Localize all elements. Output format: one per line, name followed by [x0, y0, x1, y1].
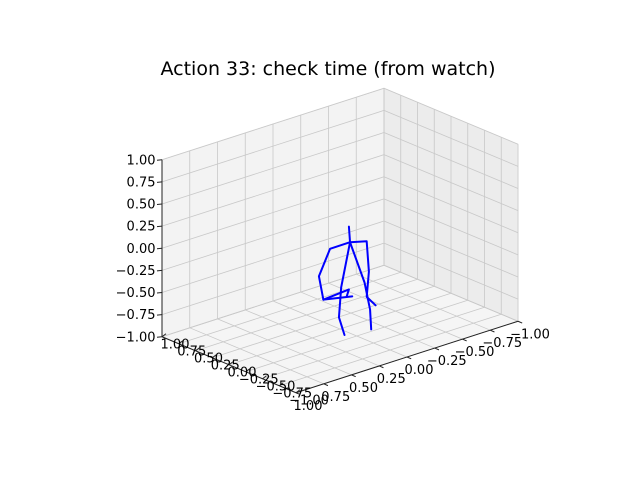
- x-tick-mark: [295, 392, 301, 396]
- grid-x-floor: [189, 327, 324, 385]
- y-tick-mark: [262, 375, 267, 380]
- y-tick-mark: [295, 389, 301, 394]
- skeleton-bone: [317, 241, 352, 301]
- z-tick-mark: [156, 225, 163, 228]
- x-tick-label: 0.00: [405, 363, 434, 378]
- x-tick-label: 1.00: [294, 399, 323, 414]
- z-tick-mark: [156, 159, 163, 161]
- z-tick-mark: [156, 292, 163, 294]
- z-tick-mark: [156, 247, 163, 250]
- skeleton-bone: [322, 295, 354, 301]
- x-tick-mark: [406, 356, 412, 360]
- x-tick-label: 0.75: [321, 390, 350, 405]
- y-tick-mark: [245, 368, 251, 373]
- z-tick-label: 0.25: [127, 220, 156, 235]
- z-tick-mark: [156, 269, 163, 272]
- y-tick-label: −0.25: [239, 372, 279, 387]
- grid-z-back-wall: [161, 154, 385, 227]
- x-tick-mark: [379, 365, 384, 369]
- chart-title: Action 33: check time (from watch): [160, 58, 496, 80]
- grid-z-back-wall: [161, 87, 385, 161]
- z-tick-label: 0.50: [127, 198, 156, 213]
- y-tick-label: 1.00: [161, 337, 190, 352]
- grid-x-floor: [217, 318, 352, 376]
- y-tick-label: −0.50: [256, 379, 296, 394]
- grid-z-side-wall: [383, 154, 519, 211]
- x-tick-mark: [323, 383, 329, 387]
- grid-z-side-wall: [383, 132, 519, 189]
- x-tick-label: 0.50: [349, 381, 378, 396]
- z-tick-mark: [156, 203, 163, 205]
- grid-y-floor: [195, 278, 418, 352]
- y-tick-label: −0.75: [272, 386, 312, 401]
- y-tick-mark: [161, 333, 167, 338]
- z-tick-label: 1.00: [127, 153, 156, 168]
- axes-ticks: −1.00−1.00−1.00 −0.75−0.75−0.75−0.50−0.50…: [116, 153, 550, 414]
- x-tick-label: −0.25: [427, 354, 467, 369]
- grid-z-back-wall: [161, 109, 385, 183]
- skeleton-bone: [347, 225, 352, 244]
- x-tick-mark: [434, 347, 440, 351]
- y-tick-label: 0.75: [177, 344, 206, 359]
- y-tick-mark: [278, 382, 284, 387]
- y-tick-mark: [211, 354, 217, 359]
- grid-y-floor: [228, 292, 452, 366]
- y-tick-mark: [195, 347, 200, 352]
- x-tick-label: 0.25: [377, 372, 406, 387]
- z-tick-label: −1.00: [116, 330, 156, 345]
- skeleton-bone: [337, 241, 352, 336]
- x-tick-label: −0.75: [482, 336, 522, 351]
- x-tick-mark: [490, 329, 495, 333]
- x-tick-mark: [462, 338, 467, 342]
- z-tick-mark: [156, 181, 163, 183]
- grid-y-floor: [212, 285, 435, 359]
- y-tick-label: 0.00: [228, 365, 257, 380]
- grid-z-side-wall: [383, 87, 519, 145]
- grid-z-side-wall: [383, 110, 519, 167]
- z-tick-mark: [156, 314, 163, 316]
- x-tick-label: −1.00: [510, 327, 550, 342]
- x-tick-label: −0.50: [455, 345, 495, 360]
- z-tick-mark: [156, 336, 163, 338]
- y-tick-label: −1.00: [289, 393, 329, 408]
- grid-z-back-wall: [161, 132, 385, 205]
- grid-z-side-wall: [383, 176, 519, 234]
- z-tick-label: −0.75: [116, 308, 156, 323]
- grid-z-back-wall: [161, 176, 385, 249]
- skeleton-bone: [322, 288, 350, 301]
- x-tick-mark: [351, 374, 356, 378]
- y-tick-mark: [228, 361, 234, 366]
- y-tick-mark: [178, 340, 184, 345]
- grid-x-floor: [245, 309, 380, 367]
- y-tick-label: 0.25: [211, 358, 240, 373]
- z-tick-label: 0.00: [127, 242, 156, 257]
- skeleton-bone: [349, 240, 377, 307]
- grid-y-floor: [161, 264, 385, 338]
- y-tick-label: 0.50: [194, 351, 223, 366]
- z-tick-label: −0.25: [116, 264, 156, 279]
- z-tick-label: −0.50: [116, 286, 156, 301]
- grid-y-floor: [178, 271, 401, 345]
- z-tick-label: 0.75: [127, 175, 156, 190]
- x-tick-mark: [517, 320, 523, 324]
- skeleton-plot: [317, 225, 377, 336]
